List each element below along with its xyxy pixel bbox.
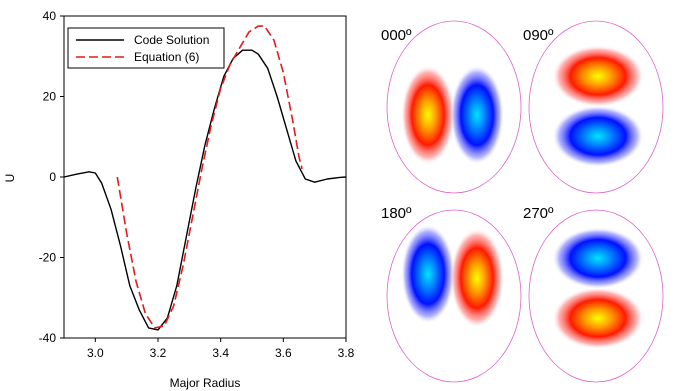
x-tick-label: 3.8 — [338, 346, 355, 360]
series-line-1 — [116, 25, 303, 329]
panel-270-lobe-bottom — [552, 286, 644, 348]
panel-090: 090º — [523, 20, 664, 194]
series-line-0 — [63, 49, 347, 331]
panel-270-lobe-top — [552, 226, 644, 288]
legend: Code Solution Equation (6) — [67, 27, 225, 69]
panel-180-lobe-right — [450, 226, 504, 326]
legend-label-equation-6: Equation (6) — [134, 50, 199, 64]
y-axis-title: U — [3, 174, 17, 183]
panel-270: 270º — [523, 205, 664, 383]
x-tick-label: 3.0 — [87, 346, 104, 360]
panel-090-lobe-bottom — [552, 104, 644, 166]
legend-box — [67, 27, 225, 69]
y-tick-label: 40 — [43, 9, 57, 23]
x-axis: 3.0 3.2 3.4 3.6 3.8 — [87, 338, 355, 360]
x-tick-label: 3.2 — [150, 346, 167, 360]
panel-180-label: 180º — [381, 205, 412, 222]
panel-000-lobe-left — [401, 63, 455, 163]
series-layer — [63, 25, 347, 331]
panel-000-lobe-right — [450, 63, 504, 163]
y-tick-label: -40 — [39, 331, 57, 345]
panel-000-label: 000º — [381, 27, 412, 44]
x-axis-title: Major Radius — [170, 376, 241, 390]
panel-090-lobe-top — [552, 44, 644, 106]
panel-000: 000º — [381, 20, 522, 194]
y-axis: -40 -20 0 20 40 — [39, 9, 64, 345]
line-chart: 3.0 3.2 3.4 3.6 3.8 -40 -20 0 20 40 Major Radius… — [3, 9, 355, 390]
y-tick-label: 20 — [43, 90, 57, 104]
x-tick-label: 3.6 — [275, 346, 292, 360]
panel-090-label: 090º — [523, 27, 554, 44]
mode-panels: 000º 090º 180º 270º — [381, 20, 664, 383]
legend-label-code-solution: Code Solution — [134, 33, 209, 47]
y-tick-label: 0 — [49, 170, 56, 184]
x-tick-label: 3.4 — [212, 346, 229, 360]
panel-180: 180º — [381, 205, 522, 383]
y-tick-label: -20 — [39, 251, 57, 265]
panel-270-label: 270º — [523, 205, 554, 222]
panel-180-lobe-left — [401, 222, 455, 322]
